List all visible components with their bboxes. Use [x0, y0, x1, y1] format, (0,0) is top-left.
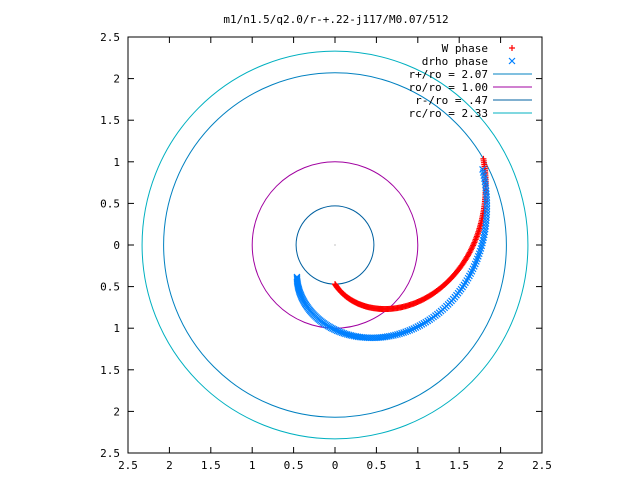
series-1-point: [483, 205, 491, 213]
series-1-point: [418, 321, 426, 328]
series-layer: [293, 155, 491, 342]
y-tick-label: 0: [113, 239, 120, 252]
legend-marker: [509, 45, 515, 51]
x-tick-label: 0: [332, 459, 339, 472]
y-tick-label: 1.5: [100, 114, 120, 127]
series-0-point: [480, 155, 487, 162]
circle-0: [163, 72, 507, 418]
series-1-point: [483, 214, 490, 222]
x-tick-label: 2: [497, 459, 504, 472]
series-1-point: [404, 327, 412, 335]
legend-label: r-/ro = .47: [415, 94, 488, 107]
x-tick-label: 0.5: [284, 459, 304, 472]
series-1-point: [483, 211, 491, 219]
x-tick-label: 1: [249, 459, 256, 472]
x-tick-label: 2: [166, 459, 173, 472]
series-1-point: [412, 324, 420, 332]
legend-marker: [508, 57, 516, 65]
x-tick-label: 0.5: [366, 459, 386, 472]
series-1-point: [414, 323, 422, 331]
chart-title: m1/n1.5/q2.0/r-+.22-j117/M0.07/512: [223, 13, 448, 26]
series-1-point: [483, 199, 491, 207]
legend-label: ro/ro = 1.00: [409, 81, 488, 94]
legend-label: W phase: [442, 42, 488, 55]
legend-label: drho phase: [422, 55, 488, 68]
series-1-point: [408, 326, 416, 333]
series-1-point: [398, 329, 406, 337]
series-1-point: [483, 202, 491, 210]
legend-label: rc/ro = 2.33: [409, 107, 488, 120]
y-tick-label: 2.5: [100, 447, 120, 460]
ticks-layer: 2.5 2 1.5 1 0.5 0 0.5 1 1.5 2 2.52.521.510.500.511…: [100, 31, 552, 472]
y-tick-label: 0.5: [100, 197, 120, 210]
series-1-point: [396, 330, 403, 338]
series-1-point: [416, 322, 424, 329]
series-1-point: [402, 328, 410, 336]
x-tick-label: 1.5: [449, 459, 469, 472]
y-tick-label: 1: [113, 156, 120, 169]
y-tick-label: 2.5: [100, 31, 120, 44]
y-tick-label: 1.5: [100, 364, 120, 377]
circle-3: [141, 50, 529, 440]
center-point: [334, 244, 336, 246]
series-1-point: [389, 332, 397, 339]
series-1-point: [483, 208, 491, 216]
x-tick-label: 1: [414, 459, 421, 472]
legend-label: r+/ro = 2.07: [409, 68, 488, 81]
y-tick-label: 2: [113, 405, 120, 418]
series-1-point: [394, 330, 401, 338]
x-tick-label: 1.5: [201, 459, 221, 472]
x-tick-label: 2.5: [118, 459, 138, 472]
series-1-point: [406, 326, 414, 334]
y-tick-label: 0.5: [100, 281, 120, 294]
series-1-point: [410, 325, 418, 332]
x-tick-label: 2.5: [532, 459, 552, 472]
y-tick-label: 1: [113, 322, 120, 335]
series-1-point: [400, 329, 408, 336]
series-1-point: [479, 166, 486, 173]
y-tick-label: 2: [113, 73, 120, 86]
series-1-point: [392, 331, 399, 339]
